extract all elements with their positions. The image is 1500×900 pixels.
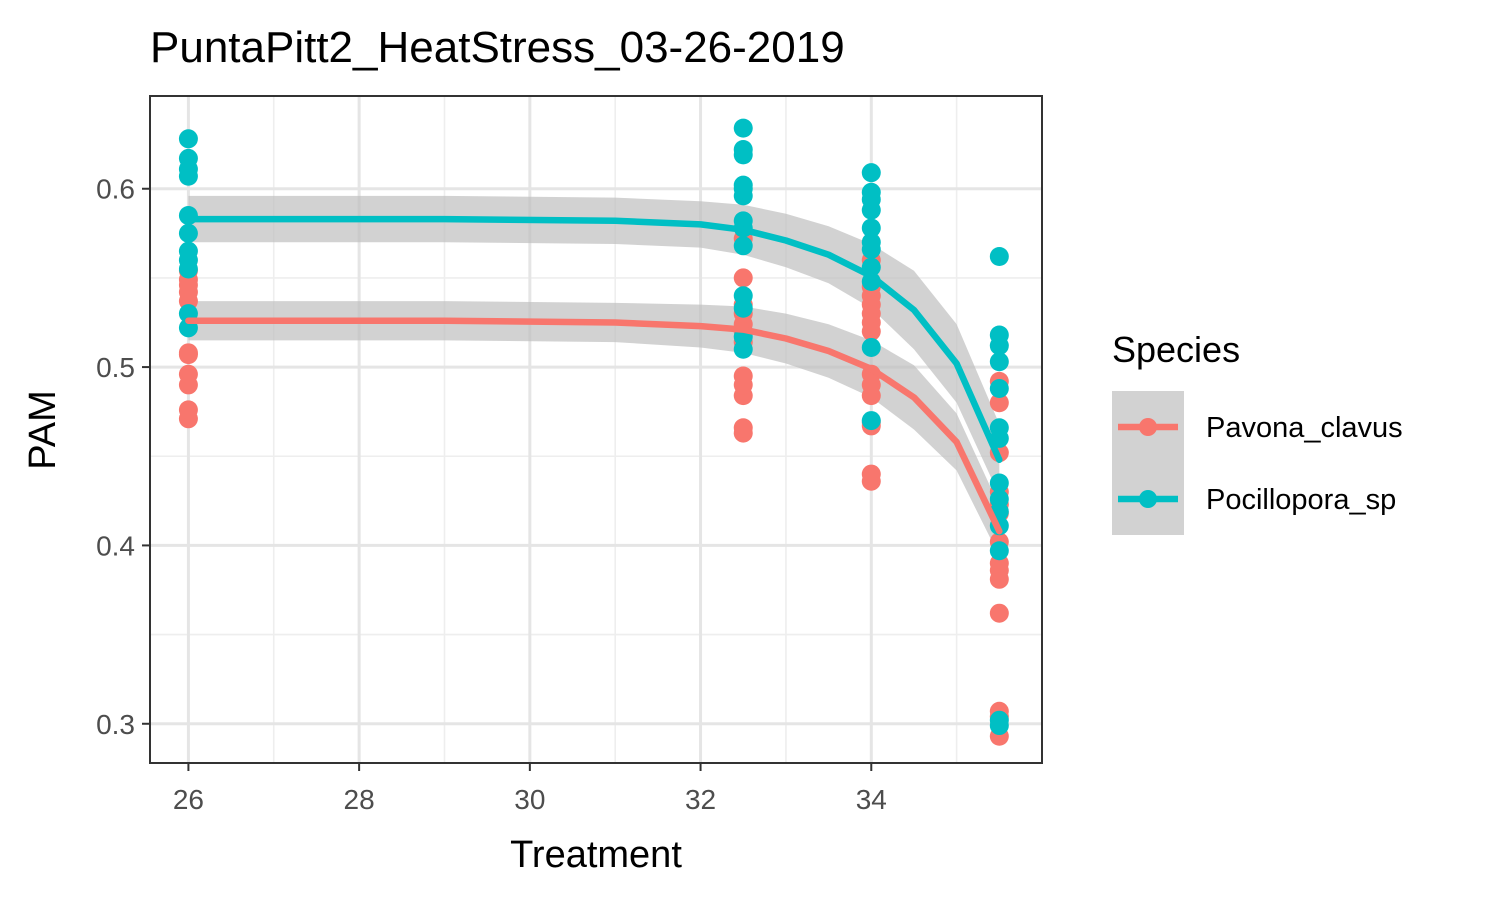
legend-key-point xyxy=(1139,418,1157,436)
chart-title: PuntaPitt2_HeatStress_03-26-2019 xyxy=(150,23,845,72)
legend-title: Species xyxy=(1112,329,1240,370)
legend-label: Pocillopora_sp xyxy=(1206,484,1396,516)
data-point xyxy=(989,473,1009,493)
legend-key-point xyxy=(1139,490,1157,508)
data-point xyxy=(861,411,881,431)
x-tick-label: 32 xyxy=(685,784,716,815)
data-point xyxy=(178,148,198,168)
data-point xyxy=(178,129,198,149)
x-axis-title: Treatment xyxy=(510,834,682,876)
confidence-band xyxy=(188,195,1000,496)
data-point xyxy=(989,325,1009,345)
data-point xyxy=(733,286,753,306)
y-tick-label: 0.5 xyxy=(96,352,135,383)
data-point xyxy=(733,140,753,160)
data-point xyxy=(178,241,198,261)
data-point xyxy=(989,378,1009,398)
y-tick-label: 0.6 xyxy=(96,174,135,205)
y-axis-title: PAM xyxy=(22,390,64,470)
y-tick-label: 0.4 xyxy=(96,530,135,561)
data-point xyxy=(733,366,753,386)
fit-line xyxy=(185,215,1003,464)
fit-line xyxy=(185,317,1003,535)
data-point xyxy=(733,211,753,231)
data-point xyxy=(989,247,1009,267)
data-points xyxy=(178,118,1009,746)
data-point xyxy=(861,163,881,183)
data-point xyxy=(989,710,1009,730)
legend: Species Pavona_clavus Pocillopora_sp xyxy=(1112,329,1403,535)
x-axis: 26 28 30 32 34 xyxy=(173,763,887,815)
data-point xyxy=(861,232,881,252)
data-point xyxy=(861,182,881,202)
x-tick-label: 28 xyxy=(344,784,375,815)
confidence-bands xyxy=(188,195,1000,557)
legend-label: Pavona_clavus xyxy=(1206,412,1403,444)
x-tick-label: 34 xyxy=(856,784,887,815)
data-point xyxy=(178,223,198,243)
y-axis: 0.3 0.4 0.5 0.6 xyxy=(96,174,150,740)
data-point xyxy=(861,218,881,238)
x-tick-label: 30 xyxy=(514,784,545,815)
data-point xyxy=(989,541,1009,561)
data-point xyxy=(733,268,753,288)
data-point xyxy=(178,343,198,363)
panel-border xyxy=(149,95,1043,764)
plot-panel xyxy=(149,95,1043,764)
data-point xyxy=(861,337,881,357)
data-point xyxy=(989,603,1009,623)
confidence-band xyxy=(188,301,1000,557)
data-point xyxy=(861,464,881,484)
y-tick-label: 0.3 xyxy=(96,709,135,740)
data-point xyxy=(733,175,753,195)
data-point xyxy=(989,489,1009,509)
x-tick-label: 26 xyxy=(173,784,204,815)
data-point xyxy=(733,418,753,438)
data-point xyxy=(989,352,1009,372)
data-point xyxy=(989,418,1009,438)
data-point xyxy=(733,118,753,138)
data-point xyxy=(989,393,1009,413)
data-point xyxy=(733,236,753,256)
data-point xyxy=(178,364,198,384)
legend-keys: Pavona_clavus Pocillopora_sp xyxy=(1112,391,1403,535)
fit-lines xyxy=(185,215,1003,535)
data-point xyxy=(178,400,198,420)
